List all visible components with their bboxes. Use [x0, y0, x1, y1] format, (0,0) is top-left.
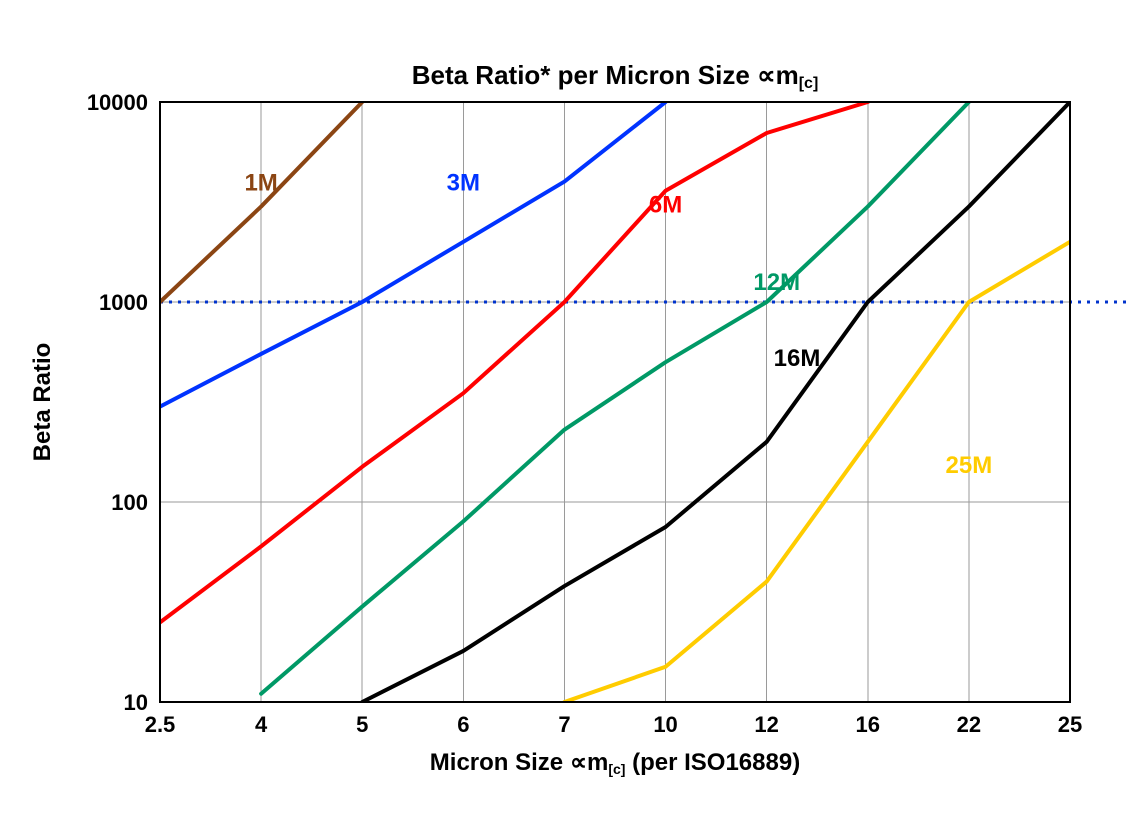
y-tick-label: 10000: [87, 90, 148, 115]
y-tick-label: 10: [124, 690, 148, 715]
series-25M: [564, 242, 1070, 702]
x-tick-label: 22: [957, 712, 981, 737]
x-tick-label: 10: [653, 712, 677, 737]
chart-svg: 1M3M6M12M16M25M 2.545671012162225 101001…: [0, 0, 1146, 818]
series-label-6M: 6M: [649, 192, 682, 219]
x-tick-label: 2.5: [145, 712, 176, 737]
plot-area: [160, 102, 1070, 702]
x-tick-label: 4: [255, 712, 268, 737]
y-tick-labels: 10 100 1000 10000: [87, 90, 148, 715]
grid-horizontal: [160, 102, 1070, 702]
x-tick-label: 5: [356, 712, 368, 737]
series-labels: 1M 3M 6M 12M 16M 25M: [244, 170, 992, 479]
grid-vertical: [160, 102, 1070, 702]
x-tick-label: 6: [457, 712, 469, 737]
x-tick-labels: 2.5 4 5 6 7 10 12 16 22 25: [145, 712, 1083, 737]
y-tick-label: 1000: [99, 290, 148, 315]
series-12M: [261, 102, 969, 694]
series-label-16M: 16M: [774, 345, 821, 372]
x-tick-label: 12: [754, 712, 778, 737]
chart-title: Beta Ratio* per Micron Size ∝m[c]: [412, 60, 819, 92]
series-label-3M: 3M: [447, 170, 480, 197]
y-tick-label: 100: [111, 490, 148, 515]
series-label-1M: 1M: [244, 170, 277, 197]
series-3M: [160, 102, 666, 407]
y-axis-label: Beta Ratio: [29, 343, 56, 462]
x-tick-label: 7: [558, 712, 570, 737]
x-tick-label: 16: [856, 712, 880, 737]
x-axis-label: Micron Size ∝m[c] (per ISO16889): [430, 749, 800, 777]
x-tick-label: 25: [1058, 712, 1082, 737]
series-label-12M: 12M: [753, 269, 800, 296]
beta-ratio-chart: 1M3M6M12M16M25M 2.545671012162225 101001…: [0, 0, 1146, 818]
series-label-25M: 25M: [946, 452, 993, 479]
series-lines: [160, 102, 1070, 702]
